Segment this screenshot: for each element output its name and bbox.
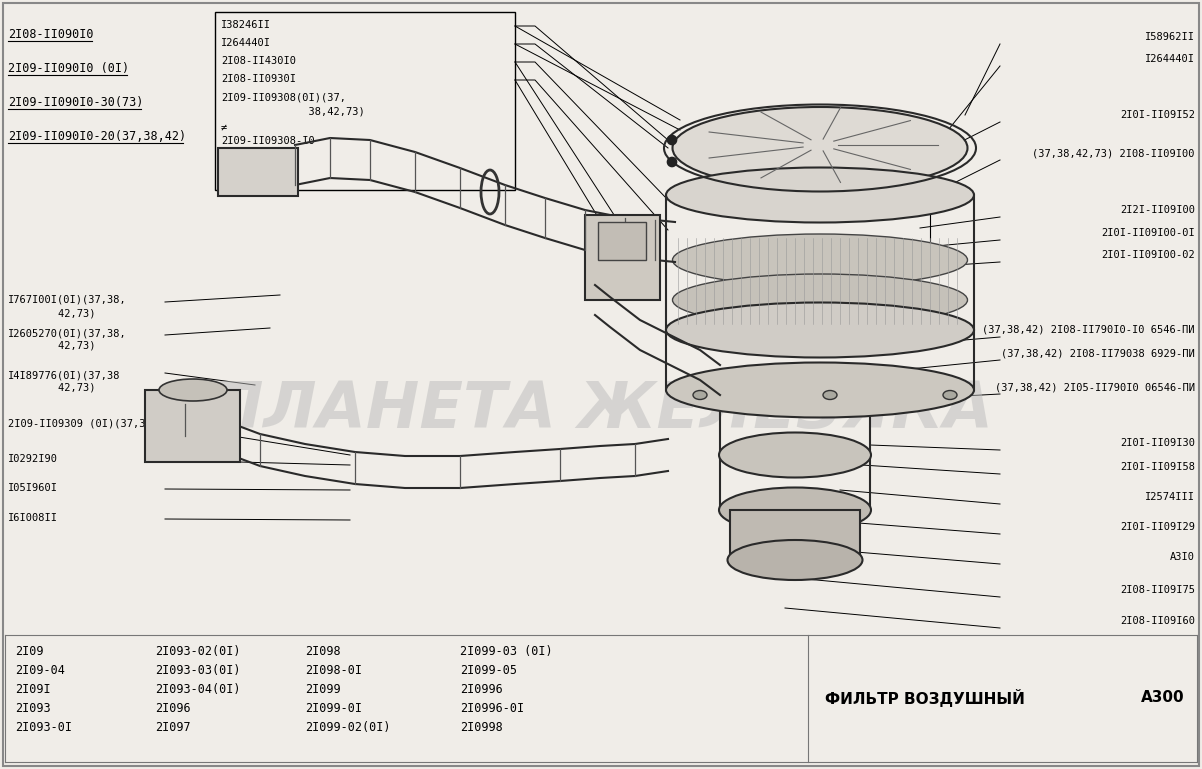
Text: 42,73): 42,73) [8, 383, 95, 393]
Ellipse shape [667, 135, 677, 145]
Text: 2I09-II090I0-20(37,38,42): 2I09-II090I0-20(37,38,42) [8, 130, 186, 143]
Text: 2I09-II09309 (0I)(37,38,42,73): 2I09-II09309 (0I)(37,38,42,73) [8, 418, 196, 428]
Text: 2I2I-II09I00: 2I2I-II09I00 [1120, 205, 1195, 215]
Bar [215, 12, 514, 190]
Text: АЗI0: АЗI0 [1170, 552, 1195, 562]
Ellipse shape [694, 391, 707, 400]
Ellipse shape [666, 168, 974, 222]
Text: 2I093-0I: 2I093-0I [14, 721, 72, 734]
Text: 2I08-II09I60: 2I08-II09I60 [1120, 616, 1195, 626]
Text: 2I09: 2I09 [14, 645, 43, 658]
Text: 2I09I: 2I09I [14, 683, 50, 696]
Text: (37,38,42,73) 2I08-II09I00: (37,38,42,73) 2I08-II09I00 [1033, 148, 1195, 158]
Ellipse shape [672, 107, 968, 189]
Text: I38246II: I38246II [221, 20, 270, 30]
Ellipse shape [719, 432, 871, 478]
Ellipse shape [672, 274, 968, 326]
Bar [585, 215, 660, 300]
Text: 2I09-II090I0-30(73): 2I09-II090I0-30(73) [8, 96, 143, 109]
Text: 2I093-02(0I): 2I093-02(0I) [155, 645, 240, 658]
Text: 2I098-0I: 2I098-0I [305, 664, 362, 677]
Text: 2I09-04: 2I09-04 [14, 664, 65, 677]
Text: 2I093: 2I093 [14, 702, 50, 715]
Text: I6I008II: I6I008II [8, 513, 58, 523]
Text: 2I099-03 (0I): 2I099-03 (0I) [460, 645, 553, 658]
Text: 2I0998: 2I0998 [460, 721, 502, 734]
Text: (37,38,42) 2I05-II790I0 06546-ПИ: (37,38,42) 2I05-II790I0 06546-ПИ [995, 382, 1195, 392]
Text: 2I099-02(0I): 2I099-02(0I) [305, 721, 391, 734]
Text: I264440I: I264440I [1146, 54, 1195, 64]
Text: 2I098: 2I098 [305, 645, 340, 658]
Ellipse shape [667, 158, 677, 167]
Text: 42,73): 42,73) [8, 308, 95, 318]
Text: 2I0I-II09I00-02: 2I0I-II09I00-02 [1101, 250, 1195, 260]
Text: ПЛАНЕТА ЖЕЛЕЗЯКА: ПЛАНЕТА ЖЕЛЕЗЯКА [209, 379, 993, 441]
Ellipse shape [719, 488, 871, 532]
Text: А300: А300 [1142, 691, 1185, 705]
Text: 2I097: 2I097 [155, 721, 191, 734]
Text: I58962II: I58962II [1146, 32, 1195, 42]
Text: 2I0I-II09I58: 2I0I-II09I58 [1120, 462, 1195, 472]
Bar [599, 222, 645, 260]
Text: I0292I90: I0292I90 [8, 454, 58, 464]
Bar [218, 148, 298, 196]
Text: 2I09-II09308(0I)(37,: 2I09-II09308(0I)(37, [221, 92, 346, 102]
Text: 2I08-II090I0: 2I08-II090I0 [8, 28, 94, 41]
Text: 2I099-0I: 2I099-0I [305, 702, 362, 715]
Text: 2I0I-II09I29: 2I0I-II09I29 [1120, 522, 1195, 532]
Bar [145, 390, 240, 462]
Text: 2I08-II430I0: 2I08-II430I0 [221, 56, 296, 66]
Text: 2I09-II090I0 (0I): 2I09-II090I0 (0I) [8, 62, 129, 75]
Text: 2I0I-II09I30: 2I0I-II09I30 [1120, 438, 1195, 448]
Text: ФИЛЬТР ВОЗДУШНЫЙ: ФИЛЬТР ВОЗДУШНЫЙ [825, 689, 1025, 707]
Text: (37,38,42) 2I08-II790I0-I0 6546-ПИ: (37,38,42) 2I08-II790I0-I0 6546-ПИ [982, 325, 1195, 335]
Ellipse shape [727, 540, 863, 580]
Text: I05I960I: I05I960I [8, 483, 58, 493]
Text: 2I099-05: 2I099-05 [460, 664, 517, 677]
Ellipse shape [672, 234, 968, 286]
Ellipse shape [666, 362, 974, 418]
Text: I264440I: I264440I [221, 38, 270, 48]
Ellipse shape [944, 391, 957, 400]
Bar [730, 510, 859, 560]
Ellipse shape [666, 302, 974, 358]
Text: 2I09-II09308-I0: 2I09-II09308-I0 [221, 136, 315, 146]
Text: 2I0I-II09I00-0I: 2I0I-II09I00-0I [1101, 228, 1195, 238]
Text: 2I093-03(0I): 2I093-03(0I) [155, 664, 240, 677]
Text: 2I099: 2I099 [305, 683, 340, 696]
Text: 38,42,73): 38,42,73) [221, 107, 364, 117]
Text: I767I00I(0I)(37,38,: I767I00I(0I)(37,38, [8, 295, 126, 305]
Ellipse shape [159, 379, 227, 401]
Text: (37,38,42) 2I08-II79038 6929-ПИ: (37,38,42) 2I08-II79038 6929-ПИ [1001, 348, 1195, 358]
Text: 2I0996: 2I0996 [460, 683, 502, 696]
Ellipse shape [823, 391, 837, 400]
Text: 42,73): 42,73) [8, 341, 95, 351]
Text: 2I0I-II09I52: 2I0I-II09I52 [1120, 110, 1195, 120]
Text: 2I08-II09I75: 2I08-II09I75 [1120, 585, 1195, 595]
Text: I2605270(0I)(37,38,: I2605270(0I)(37,38, [8, 328, 126, 338]
Text: I2574III: I2574III [1146, 492, 1195, 502]
Text: 2I096: 2I096 [155, 702, 191, 715]
Text: ≠: ≠ [221, 122, 227, 132]
Text: 2I0996-0I: 2I0996-0I [460, 702, 524, 715]
Text: I4I89776(0I)(37,38: I4I89776(0I)(37,38 [8, 370, 120, 380]
Text: 2I093-04(0I): 2I093-04(0I) [155, 683, 240, 696]
Text: 2I08-II0930I: 2I08-II0930I [221, 74, 296, 84]
